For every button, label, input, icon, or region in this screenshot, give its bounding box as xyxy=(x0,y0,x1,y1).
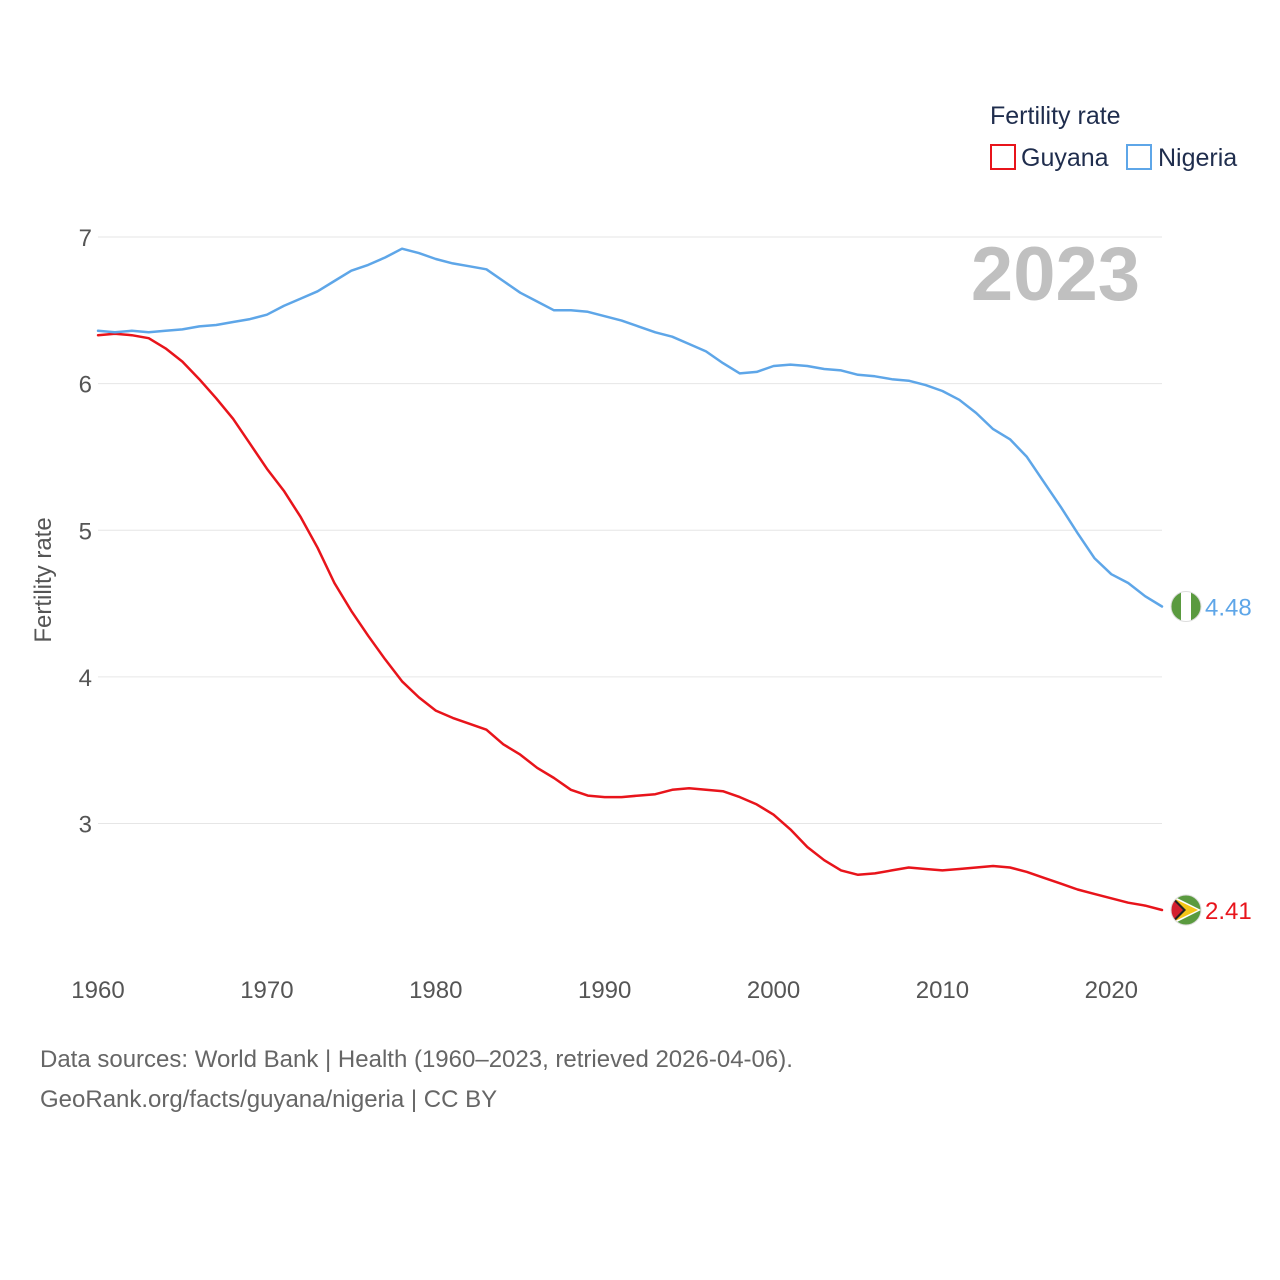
x-tick-label: 2020 xyxy=(1085,977,1138,1004)
legend-swatch-nigeria xyxy=(1126,144,1152,170)
x-tick-label: 2000 xyxy=(747,977,800,1004)
legend-label-guyana: Guyana xyxy=(1021,144,1109,172)
legend-item-nigeria[interactable]: Nigeria xyxy=(1126,144,1237,172)
legend-item-guyana[interactable]: Guyana xyxy=(990,144,1109,172)
y-tick-label: 3 xyxy=(79,812,92,839)
y-tick-label: 4 xyxy=(79,665,92,692)
y-tick-label: 6 xyxy=(79,372,92,399)
guyana-flag-icon xyxy=(1170,894,1202,926)
nigeria-flag-icon xyxy=(1170,590,1202,622)
footer-data-sources: Data sources: World Bank | Health (1960–… xyxy=(40,1046,793,1073)
y-axis-title: Fertility rate xyxy=(30,517,57,642)
footer: Data sources: World Bank | Health (1960–… xyxy=(40,1040,793,1120)
legend: Fertility rate Guyana Nigeria xyxy=(990,102,1237,172)
series-line-guyana xyxy=(96,332,1164,912)
x-tick-label: 1960 xyxy=(71,977,124,1004)
y-tick-label: 7 xyxy=(79,225,92,252)
x-tick-label: 2010 xyxy=(916,977,969,1004)
x-axis-ticks: 1960 1970 1980 1990 2000 2010 2020 xyxy=(71,977,1138,1004)
y-tick-label: 5 xyxy=(79,518,92,545)
legend-title: Fertility rate xyxy=(990,102,1121,130)
legend-swatch-guyana xyxy=(990,144,1016,170)
x-tick-label: 1990 xyxy=(578,977,631,1004)
year-label: 2023 xyxy=(971,232,1140,317)
gridlines xyxy=(98,236,1162,824)
series-line-nigeria xyxy=(96,247,1164,608)
y-axis-ticks: 3 4 5 6 7 xyxy=(79,225,92,839)
end-label-nigeria: 4.48 xyxy=(1205,594,1252,621)
x-tick-label: 1970 xyxy=(240,977,293,1004)
legend-label-nigeria: Nigeria xyxy=(1158,144,1237,172)
end-label-guyana: 2.41 xyxy=(1205,898,1252,925)
x-tick-label: 1980 xyxy=(409,977,462,1004)
footer-attribution[interactable]: GeoRank.org/facts/guyana/nigeria | CC BY xyxy=(40,1086,498,1113)
